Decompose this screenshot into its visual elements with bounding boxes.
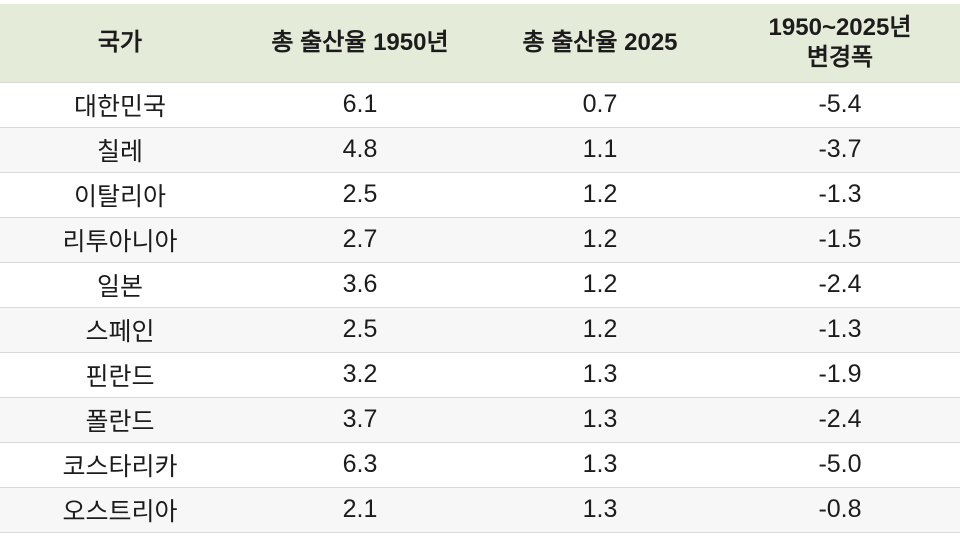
cell-change: -1.9 (720, 352, 960, 398)
table-row: 리투아니아 2.7 1.2 -1.5 (0, 217, 960, 263)
table-header: 국가 총 출산율 1950년 총 출산율 2025 1950~2025년 변경폭 (0, 4, 960, 83)
cell-country: 오스트리아 (0, 487, 240, 533)
cell-change: -2.4 (720, 262, 960, 308)
fertility-rate-table: 국가 총 출산율 1950년 총 출산율 2025 1950~2025년 변경폭… (0, 4, 960, 533)
table-row: 스페인 2.5 1.2 -1.3 (0, 307, 960, 353)
cell-change: -1.3 (720, 307, 960, 353)
table-row: 오스트리아 2.1 1.3 -0.8 (0, 487, 960, 533)
table-row: 일본 3.6 1.2 -2.4 (0, 262, 960, 308)
cell-rate-2025: 1.2 (480, 262, 720, 308)
cell-rate-2025: 1.2 (480, 217, 720, 263)
cell-rate-1950: 4.8 (240, 127, 480, 173)
cell-change: -0.8 (720, 487, 960, 533)
cell-rate-1950: 2.5 (240, 307, 480, 353)
cell-country: 대한민국 (0, 82, 240, 128)
cell-rate-2025: 1.2 (480, 172, 720, 218)
cell-rate-2025: 1.3 (480, 442, 720, 488)
cell-rate-2025: 1.3 (480, 397, 720, 443)
table-row: 대한민국 6.1 0.7 -5.4 (0, 82, 960, 128)
cell-rate-1950: 3.2 (240, 352, 480, 398)
table-row: 핀란드 3.2 1.3 -1.9 (0, 352, 960, 398)
table-row: 이탈리아 2.5 1.2 -1.3 (0, 172, 960, 218)
cell-country: 폴란드 (0, 397, 240, 443)
header-cell-rate-2025: 총 출산율 2025 (480, 4, 720, 83)
cell-country: 스페인 (0, 307, 240, 353)
header-row: 국가 총 출산율 1950년 총 출산율 2025 1950~2025년 변경폭 (0, 4, 960, 83)
cell-change: -3.7 (720, 127, 960, 173)
cell-rate-1950: 6.1 (240, 82, 480, 128)
cell-country: 코스타리카 (0, 442, 240, 488)
header-cell-country: 국가 (0, 4, 240, 83)
cell-change: -2.4 (720, 397, 960, 443)
cell-change: -5.4 (720, 82, 960, 128)
cell-rate-1950: 6.3 (240, 442, 480, 488)
cell-change: -1.5 (720, 217, 960, 263)
table-row: 폴란드 3.7 1.3 -2.4 (0, 397, 960, 443)
cell-country: 핀란드 (0, 352, 240, 398)
cell-rate-2025: 1.3 (480, 352, 720, 398)
cell-rate-2025: 1.2 (480, 307, 720, 353)
table-body: 대한민국 6.1 0.7 -5.4 칠레 4.8 1.1 -3.7 이탈리아 2… (0, 82, 960, 533)
header-cell-change: 1950~2025년 변경폭 (720, 4, 960, 83)
cell-country: 이탈리아 (0, 172, 240, 218)
cell-rate-2025: 1.1 (480, 127, 720, 173)
cell-change: -1.3 (720, 172, 960, 218)
cell-country: 칠레 (0, 127, 240, 173)
cell-change: -5.0 (720, 442, 960, 488)
cell-rate-2025: 1.3 (480, 487, 720, 533)
cell-rate-1950: 3.6 (240, 262, 480, 308)
cell-country: 일본 (0, 262, 240, 308)
cell-rate-1950: 2.1 (240, 487, 480, 533)
table-row: 코스타리카 6.3 1.3 -5.0 (0, 442, 960, 488)
cell-rate-1950: 2.7 (240, 217, 480, 263)
cell-rate-2025: 0.7 (480, 82, 720, 128)
header-cell-rate-1950: 총 출산율 1950년 (240, 4, 480, 83)
cell-country: 리투아니아 (0, 217, 240, 263)
table-row: 칠레 4.8 1.1 -3.7 (0, 127, 960, 173)
cell-rate-1950: 2.5 (240, 172, 480, 218)
cell-rate-1950: 3.7 (240, 397, 480, 443)
